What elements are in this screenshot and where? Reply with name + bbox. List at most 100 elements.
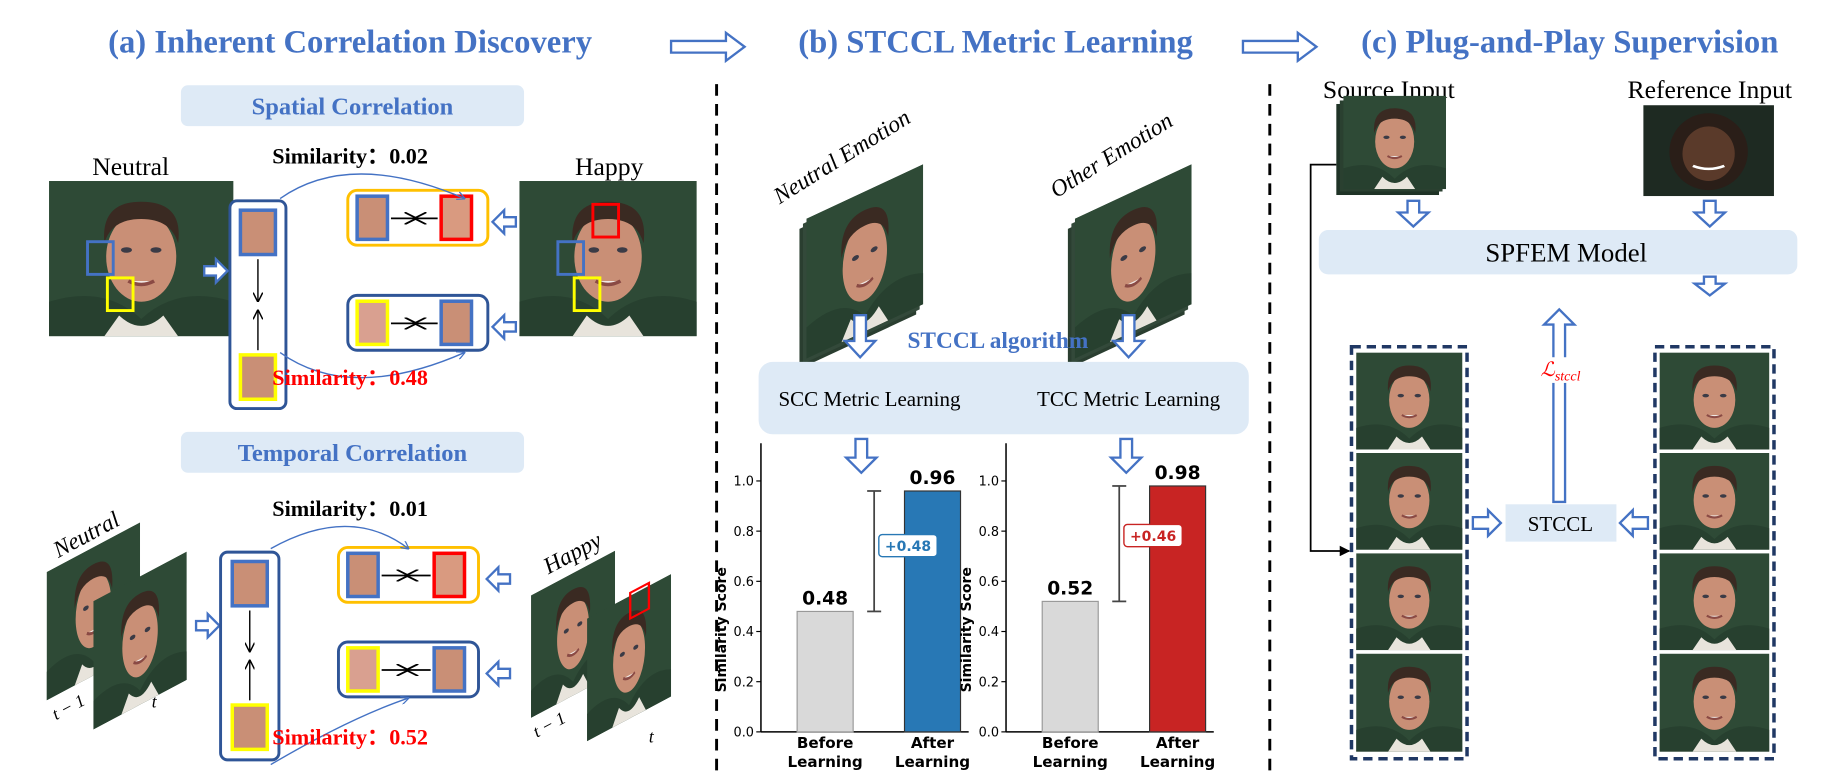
panel-a-title: (a) Inherent Correlation Discovery bbox=[108, 25, 593, 61]
generated-frame-image bbox=[1659, 352, 1770, 450]
left-arrow-icon bbox=[485, 659, 512, 689]
x-tick-label: Learning bbox=[1140, 753, 1215, 771]
down-arrow-icon bbox=[1110, 314, 1147, 359]
bar-value-label: 0.52 bbox=[1047, 578, 1093, 599]
happy-label: Happy bbox=[575, 152, 644, 181]
frame-curr-label: t bbox=[649, 726, 655, 746]
y-tick-label: 0.4 bbox=[734, 625, 754, 640]
tcc-similarity-chart: 0.0 0.2 0.4 0.6 0.8 1.0 Similarity Score 0.52 Be… bbox=[959, 443, 1215, 771]
mouth-region-box bbox=[572, 276, 602, 313]
reference-input-image bbox=[1643, 105, 1774, 197]
right-arrow-icon bbox=[203, 256, 230, 286]
spfem-model-label: SPFEM Model bbox=[1485, 238, 1647, 268]
y-tick-label: 1.0 bbox=[979, 475, 999, 490]
neutral-label: Neutral bbox=[92, 152, 169, 181]
x-tick-label: After bbox=[1156, 734, 1200, 752]
right-double-arrow-icon bbox=[669, 30, 747, 64]
x-tick-label: Learning bbox=[895, 753, 970, 771]
y-tick-label: 0.6 bbox=[734, 575, 754, 590]
right-arrow-icon bbox=[1471, 507, 1503, 539]
bar bbox=[796, 610, 854, 733]
source-frame-image bbox=[1356, 352, 1463, 450]
eye-patch bbox=[238, 208, 278, 257]
source-input-image bbox=[1343, 95, 1447, 190]
metric-learning-section: Neutral Emotion Other Emotion STCCL algo… bbox=[714, 105, 1249, 771]
eye-region-box bbox=[556, 240, 586, 276]
source-frame-image bbox=[1356, 553, 1463, 651]
plug-and-play-section: Source Input Reference Input SPFEM Model… bbox=[1309, 75, 1798, 761]
delta-label: +0.46 bbox=[1130, 529, 1176, 545]
y-tick-label: 0.0 bbox=[734, 726, 754, 741]
source-connector-arrow bbox=[1309, 163, 1351, 557]
y-axis-label: Similarity Score bbox=[959, 567, 975, 692]
generated-frames-group bbox=[1653, 344, 1776, 761]
scc-similarity-chart: 0.0 0.2 0.4 0.6 0.8 1.0 Similarity Score 0.48 Be… bbox=[714, 443, 970, 771]
panel-c-title: (c) Plug-and-Play Supervision bbox=[1361, 25, 1778, 61]
left-arrow-icon bbox=[485, 564, 512, 594]
delta-label: +0.48 bbox=[885, 539, 931, 555]
y-tick-label: 0.2 bbox=[734, 675, 754, 690]
x-tick-label: After bbox=[911, 734, 955, 752]
bar bbox=[903, 490, 962, 733]
y-axis-label: Similarity Score bbox=[714, 567, 730, 692]
mouth-region-box bbox=[105, 276, 135, 313]
source-frame-image bbox=[1356, 452, 1463, 550]
spfem-model-box bbox=[1318, 230, 1798, 275]
reference-input-label: Reference Input bbox=[1628, 75, 1793, 104]
bar-value-label: 0.48 bbox=[802, 588, 848, 609]
down-arrow-icon bbox=[842, 314, 878, 359]
delta-badge bbox=[878, 533, 938, 558]
spatial-title-box bbox=[180, 85, 525, 127]
y-tick-label: 0.4 bbox=[979, 625, 999, 640]
y-tick-label: 0.6 bbox=[979, 575, 999, 590]
temporal-title-box bbox=[180, 431, 525, 473]
x-tick-label: Learning bbox=[788, 753, 863, 771]
down-arrow-icon bbox=[1691, 275, 1729, 297]
y-tick-label: 0.2 bbox=[979, 675, 999, 690]
bar bbox=[1149, 485, 1207, 733]
temporal-title: Temporal Correlation bbox=[238, 440, 468, 467]
tcc-metric-label: TCC Metric Learning bbox=[1037, 387, 1221, 411]
up-arrow-icon bbox=[1541, 307, 1578, 504]
bar-value-label: 0.98 bbox=[1155, 463, 1201, 484]
left-arrow-icon bbox=[1618, 507, 1650, 539]
generated-frame-image bbox=[1659, 553, 1770, 651]
left-arrow-icon bbox=[490, 312, 518, 342]
stccl-algorithm-label: STCCL algorithm bbox=[907, 328, 1088, 354]
eye-region-box bbox=[86, 240, 115, 276]
down-arrow-icon bbox=[843, 437, 880, 475]
spatial-title: Spatial Correlation bbox=[252, 93, 454, 120]
down-arrow-icon bbox=[1691, 199, 1728, 229]
temporal-correlation-section: Temporal Correlation Neutral t − 1 t Sim… bbox=[46, 431, 672, 766]
frame-curr-label: t bbox=[152, 691, 158, 711]
y-tick-label: 0.8 bbox=[979, 525, 999, 540]
loss-label: ℒstccl bbox=[1541, 359, 1581, 385]
mouth-patch bbox=[238, 353, 278, 402]
x-tick-label: Before bbox=[1042, 734, 1099, 752]
left-arrow-icon bbox=[490, 207, 518, 237]
stccl-label: STCCL bbox=[1528, 512, 1593, 536]
right-arrow-icon bbox=[194, 611, 222, 641]
temporal-similarity-dissimilar: Similarity：0.01 bbox=[272, 496, 428, 521]
panel-b-title: (b) STCCL Metric Learning bbox=[798, 25, 1193, 61]
generated-frame-image bbox=[1659, 452, 1770, 550]
forehead-region-box bbox=[629, 581, 651, 621]
y-tick-label: 1.0 bbox=[734, 475, 754, 490]
spatial-similarity-similar: Similarity：0.48 bbox=[272, 365, 428, 390]
delta-badge bbox=[1123, 523, 1183, 548]
source-frame-image bbox=[1356, 653, 1463, 752]
bar bbox=[1041, 600, 1099, 733]
y-tick-label: 0.8 bbox=[734, 525, 754, 540]
spatial-similarity-dissimilar: Similarity：0.02 bbox=[272, 144, 428, 169]
bar-value-label: 0.96 bbox=[909, 468, 955, 489]
loss-symbol: ℒ bbox=[1541, 359, 1556, 381]
scc-metric-label: SCC Metric Learning bbox=[778, 387, 960, 411]
neutral-face-image bbox=[49, 181, 234, 337]
generated-frame-image bbox=[1659, 653, 1770, 752]
forehead-region-box bbox=[591, 202, 621, 239]
temporal-similarity-similar: Similarity：0.52 bbox=[272, 725, 428, 750]
metric-learning-box bbox=[758, 361, 1249, 435]
right-double-arrow-icon bbox=[1241, 30, 1319, 64]
loss-subscript: stccl bbox=[1555, 370, 1581, 385]
